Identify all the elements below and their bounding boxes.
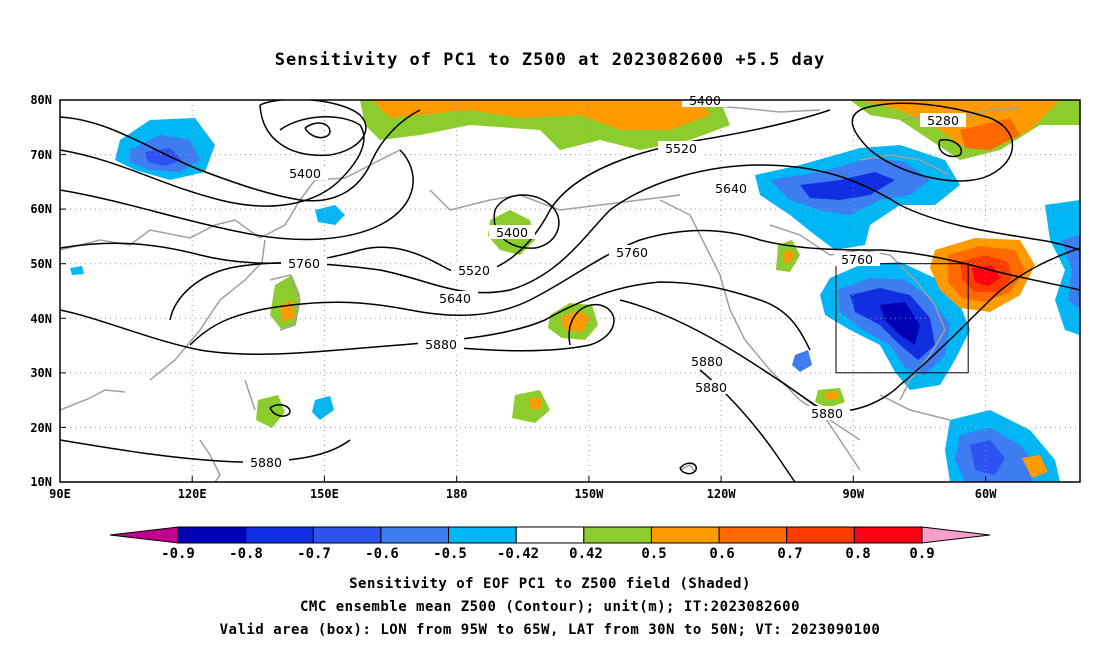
lat-label: 30N: [30, 366, 52, 380]
contour-labels: 5400 5280 5520 5400 5640 5400 5760 5760 …: [243, 93, 966, 470]
lat-label: 70N: [30, 148, 52, 162]
contour-label: 5880: [811, 406, 843, 421]
contour-label: 5520: [665, 141, 697, 156]
lon-label: 90W: [842, 487, 864, 501]
contour-label: 5640: [439, 291, 471, 306]
colorbar-swatch: [718, 526, 788, 544]
contour-label: 5880: [695, 380, 727, 395]
colorbar: [109, 526, 991, 544]
axis-ticks: [60, 99, 987, 482]
contour-label: 5880: [691, 354, 723, 369]
lon-label: 120W: [707, 487, 737, 501]
lon-label: 150W: [574, 487, 604, 501]
lon-label: 90E: [49, 487, 71, 501]
colorbar-swatch: [177, 526, 247, 544]
colorbar-label: 0.8: [845, 546, 870, 562]
colorbar-label: 0.42: [569, 546, 603, 562]
lat-label: 20N: [30, 421, 52, 435]
colorbar-max-triangle: [921, 526, 991, 544]
colorbar-swatch: [312, 526, 382, 544]
colorbar-label: 0.5: [641, 546, 666, 562]
contour-label: 5880: [425, 337, 457, 352]
colorbar-label: -0.6: [365, 546, 399, 562]
contour-label: 5400: [496, 225, 528, 240]
colorbar-swatch: [853, 526, 923, 544]
lat-label: 50N: [30, 257, 52, 271]
contour-label: 5520: [458, 263, 490, 278]
contour-label: 5760: [616, 245, 648, 260]
colorbar-label: -0.8: [229, 546, 263, 562]
lat-label: 60N: [30, 202, 52, 216]
footer-line-3: Valid area (box): LON from 95W to 65W, L…: [219, 622, 881, 638]
lon-label: 120E: [178, 487, 207, 501]
longitude-labels: 90E 120E 150E 180 150W 120W 90W 60W: [49, 487, 997, 501]
latitude-labels: 80N 70N 60N 50N 40N 30N 20N 10N: [30, 93, 52, 489]
contour-label: 5760: [841, 252, 873, 267]
colorbar-swatch: [583, 526, 652, 544]
colorbar-swatch: [245, 526, 314, 544]
contour-label: 5280: [927, 113, 959, 128]
colorbar-swatch: [448, 526, 517, 544]
colorbar-label: -0.5: [433, 546, 467, 562]
footer-line-1: Sensitivity of EOF PC1 to Z500 field (Sh…: [349, 576, 751, 592]
colorbar-label: -0.42: [497, 546, 539, 562]
colorbar-label: -0.7: [297, 546, 331, 562]
valid-area-box: [835, 263, 969, 374]
colorbar-swatch: [380, 526, 450, 544]
lat-label: 80N: [30, 93, 52, 107]
colorbar-swatch: [515, 526, 585, 544]
colorbar-label: -0.9: [161, 546, 195, 562]
plot-frame: [59, 99, 1081, 483]
colorbar-label: 0.7: [777, 546, 802, 562]
contour-label: 5760: [288, 256, 320, 271]
colorbar-min-triangle: [109, 526, 179, 544]
lon-label: 180: [446, 487, 468, 501]
lat-label: 40N: [30, 312, 52, 326]
contour-label: 5640: [715, 181, 747, 196]
contour-label: 5400: [289, 166, 321, 181]
colorbar-swatch: [650, 526, 720, 544]
shaded-sensitivity: [70, 100, 1080, 482]
lon-label: 150E: [310, 487, 339, 501]
colorbar-swatch: [786, 526, 855, 544]
colorbar-labels: -0.9 -0.8 -0.7 -0.6 -0.5 -0.42 0.42 0.5 …: [161, 546, 935, 562]
contour-label: 5880: [250, 455, 282, 470]
colorbar-label: 0.9: [909, 546, 934, 562]
colorbar-label: 0.6: [709, 546, 734, 562]
map-title: Sensitivity of PC1 to Z500 at 2023082600…: [274, 50, 826, 70]
footer-line-2: CMC ensemble mean Z500 (Contour); unit(m…: [299, 599, 800, 615]
lat-label: 10N: [30, 475, 52, 489]
lon-label: 60W: [975, 487, 997, 501]
